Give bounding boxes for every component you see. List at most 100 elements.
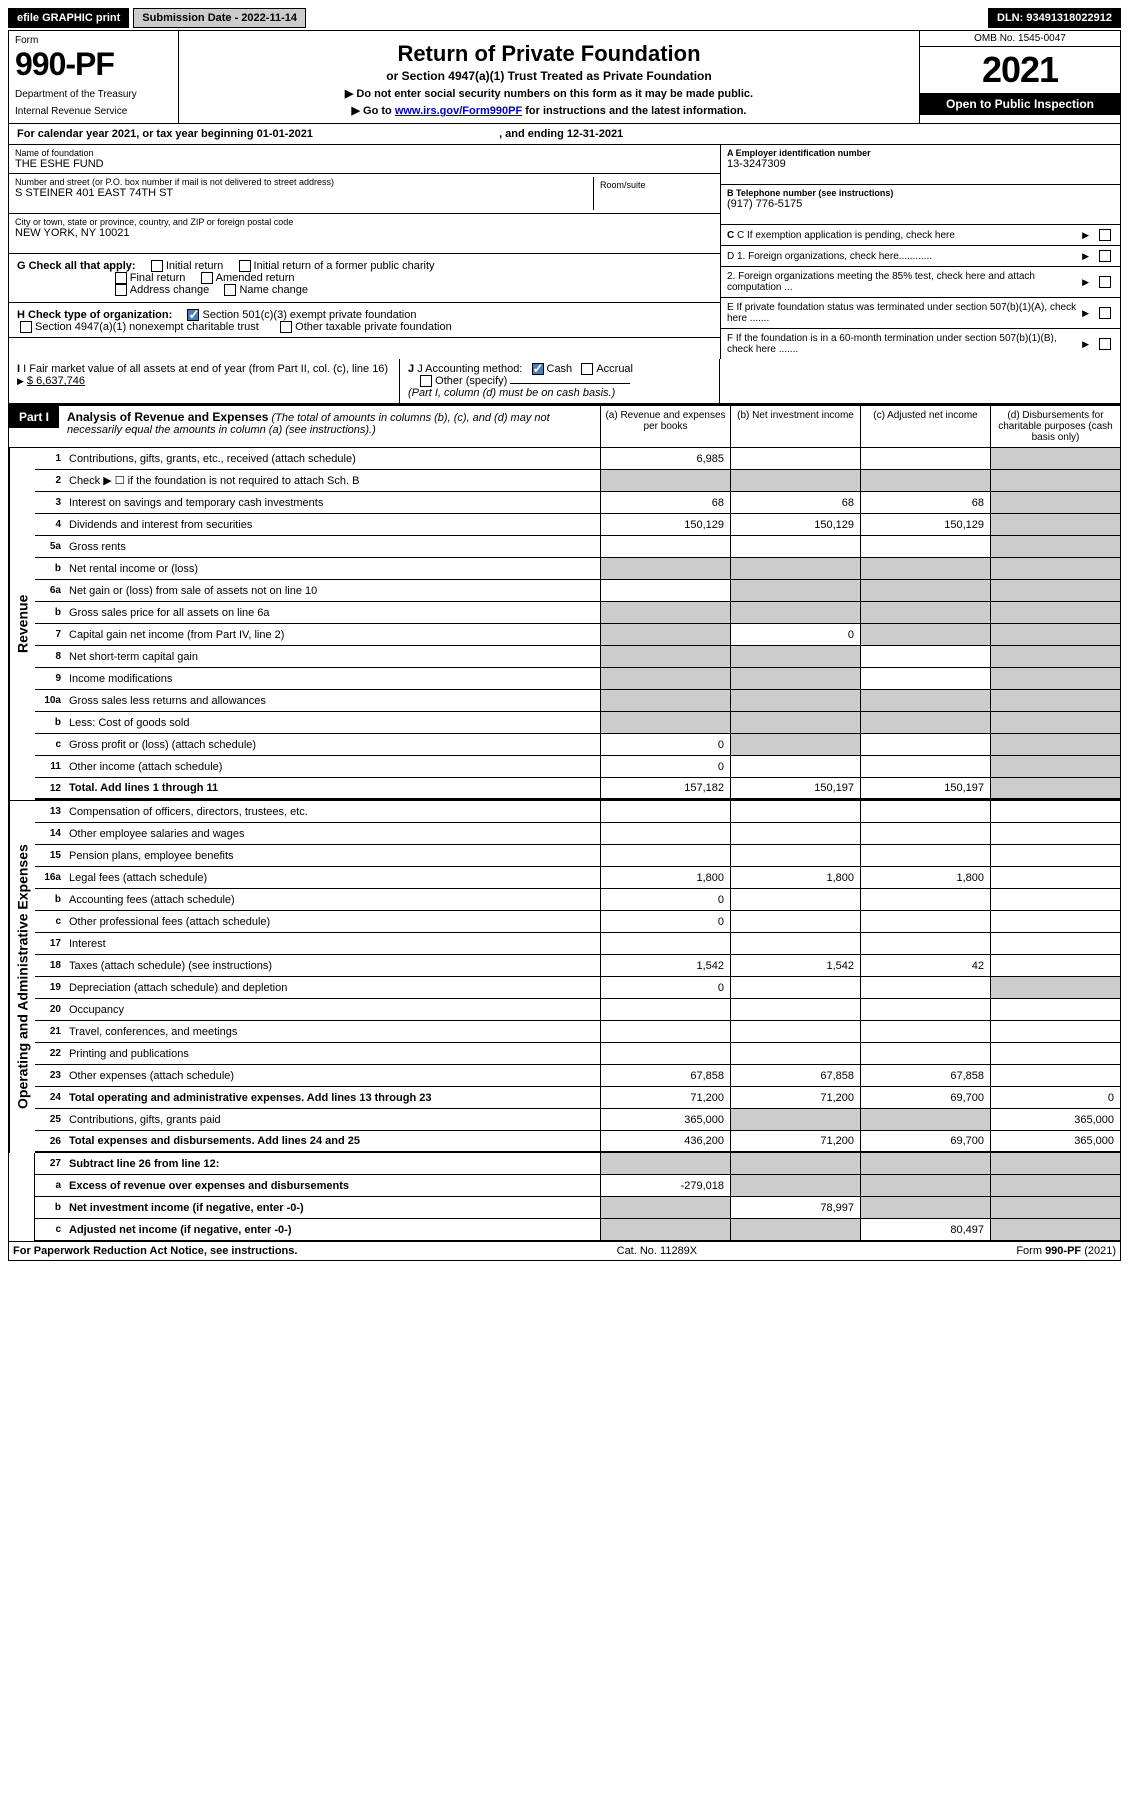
chk-other[interactable] bbox=[420, 375, 432, 387]
amount-col-a bbox=[600, 668, 730, 689]
chk-initial-former[interactable] bbox=[239, 260, 251, 272]
i-j-row: I I Fair market value of all assets at e… bbox=[9, 359, 1120, 404]
col-a-hdr: (a) Revenue and expenses per books bbox=[600, 406, 730, 447]
amount-col-c bbox=[860, 911, 990, 932]
amount-col-d bbox=[990, 911, 1120, 932]
city-value: NEW YORK, NY 10021 bbox=[15, 227, 714, 239]
efile-button[interactable]: efile GRAPHIC print bbox=[8, 8, 129, 28]
amount-col-a: 436,200 bbox=[600, 1131, 730, 1151]
h-opt-2: Section 4947(a)(1) nonexempt charitable … bbox=[35, 321, 259, 333]
chk-c[interactable] bbox=[1099, 229, 1111, 241]
chk-initial-return[interactable] bbox=[151, 260, 163, 272]
amount-col-a: 0 bbox=[600, 756, 730, 777]
chk-name-change[interactable] bbox=[224, 284, 236, 296]
line-description: Other income (attach schedule) bbox=[65, 759, 600, 775]
address-value: S STEINER 401 EAST 74TH ST bbox=[15, 187, 593, 199]
amount-col-d bbox=[990, 668, 1120, 689]
goto-post: for instructions and the latest informat… bbox=[522, 105, 746, 117]
amount-col-d bbox=[990, 514, 1120, 535]
ein-label: A Employer identification number bbox=[727, 148, 1114, 158]
g-opt-5: Name change bbox=[239, 284, 308, 296]
table-row: 22Printing and publications bbox=[35, 1043, 1120, 1065]
table-row: 7Capital gain net income (from Part IV, … bbox=[35, 624, 1120, 646]
line-number: 15 bbox=[35, 848, 65, 863]
j-label: J Accounting method: bbox=[417, 363, 522, 375]
chk-f[interactable] bbox=[1099, 338, 1111, 350]
amount-col-b bbox=[730, 558, 860, 579]
amount-col-d bbox=[990, 1043, 1120, 1064]
line-number: 10a bbox=[35, 693, 65, 708]
section-g: G Check all that apply: Initial return I… bbox=[9, 254, 720, 303]
amount-col-a: 150,129 bbox=[600, 514, 730, 535]
amount-col-a bbox=[600, 1153, 730, 1174]
ein-value: 13-3247309 bbox=[727, 158, 1114, 170]
g-opt-2: Final return bbox=[130, 272, 186, 284]
amount-col-c bbox=[860, 1197, 990, 1218]
table-row: 24Total operating and administrative exp… bbox=[35, 1087, 1120, 1109]
line-description: Depreciation (attach schedule) and deple… bbox=[65, 980, 600, 996]
amount-col-a bbox=[600, 470, 730, 491]
line-number: 16a bbox=[35, 870, 65, 885]
chk-4947[interactable] bbox=[20, 321, 32, 333]
line-number: a bbox=[35, 1178, 65, 1193]
chk-cash[interactable] bbox=[532, 363, 544, 375]
amount-col-d bbox=[990, 492, 1120, 513]
chk-e[interactable] bbox=[1099, 307, 1111, 319]
chk-final-return[interactable] bbox=[115, 272, 127, 284]
line-number: b bbox=[35, 715, 65, 730]
line-description: Printing and publications bbox=[65, 1046, 600, 1062]
line-number: 7 bbox=[35, 627, 65, 642]
chk-amended[interactable] bbox=[201, 272, 213, 284]
expenses-vertical-label: Operating and Administrative Expenses bbox=[9, 801, 35, 1153]
chk-d1[interactable] bbox=[1099, 250, 1111, 262]
amount-col-b bbox=[730, 668, 860, 689]
amount-col-c bbox=[860, 823, 990, 844]
line-number: 4 bbox=[35, 517, 65, 532]
chk-other-taxable[interactable] bbox=[280, 321, 292, 333]
amount-col-d bbox=[990, 778, 1120, 798]
amount-col-c bbox=[860, 580, 990, 601]
line-description: Income modifications bbox=[65, 671, 600, 687]
irs-link[interactable]: www.irs.gov/Form990PF bbox=[395, 105, 522, 117]
line-number: 12 bbox=[35, 781, 65, 796]
chk-address-change[interactable] bbox=[115, 284, 127, 296]
amount-col-c bbox=[860, 1109, 990, 1130]
j-note: (Part I, column (d) must be on cash basi… bbox=[408, 387, 615, 399]
c-text: C If exemption application is pending, c… bbox=[737, 230, 955, 241]
calendar-year-row: For calendar year 2021, or tax year begi… bbox=[9, 124, 1120, 145]
amount-col-b bbox=[730, 1219, 860, 1240]
amount-col-b bbox=[730, 889, 860, 910]
amount-col-b bbox=[730, 1021, 860, 1042]
amount-col-b: 0 bbox=[730, 624, 860, 645]
amount-col-b bbox=[730, 845, 860, 866]
line-description: Legal fees (attach schedule) bbox=[65, 870, 600, 886]
amount-col-c: 80,497 bbox=[860, 1219, 990, 1240]
amount-col-d bbox=[990, 823, 1120, 844]
goto-note: ▶ Go to www.irs.gov/Form990PF for instru… bbox=[189, 104, 909, 117]
chk-501c3[interactable] bbox=[187, 309, 199, 321]
table-row: 1Contributions, gifts, grants, etc., rec… bbox=[35, 448, 1120, 470]
phone-label: B Telephone number (see instructions) bbox=[727, 188, 1114, 198]
line-description: Taxes (attach schedule) (see instruction… bbox=[65, 958, 600, 974]
cal-begin: 01-01-2021 bbox=[257, 128, 313, 140]
amount-col-d bbox=[990, 955, 1120, 976]
amount-col-c: 69,700 bbox=[860, 1087, 990, 1108]
chk-d2[interactable] bbox=[1099, 276, 1111, 288]
amount-col-a: 67,858 bbox=[600, 1065, 730, 1086]
amount-col-c bbox=[860, 756, 990, 777]
ssn-note: ▶ Do not enter social security numbers o… bbox=[189, 87, 909, 100]
footer-left: For Paperwork Reduction Act Notice, see … bbox=[13, 1245, 297, 1257]
line-description: Net short-term capital gain bbox=[65, 649, 600, 665]
table-row: 3Interest on savings and temporary cash … bbox=[35, 492, 1120, 514]
chk-accrual[interactable] bbox=[581, 363, 593, 375]
line-description: Total. Add lines 1 through 11 bbox=[65, 780, 600, 796]
table-row: 23Other expenses (attach schedule)67,858… bbox=[35, 1065, 1120, 1087]
amount-col-c bbox=[860, 646, 990, 667]
amount-col-c bbox=[860, 845, 990, 866]
part1-title: Analysis of Revenue and Expenses bbox=[67, 410, 268, 424]
amount-col-c bbox=[860, 668, 990, 689]
amount-col-b bbox=[730, 580, 860, 601]
h-opt-1: Section 501(c)(3) exempt private foundat… bbox=[202, 309, 416, 321]
amount-col-b bbox=[730, 646, 860, 667]
revenue-section: Revenue 1Contributions, gifts, grants, e… bbox=[9, 448, 1120, 800]
